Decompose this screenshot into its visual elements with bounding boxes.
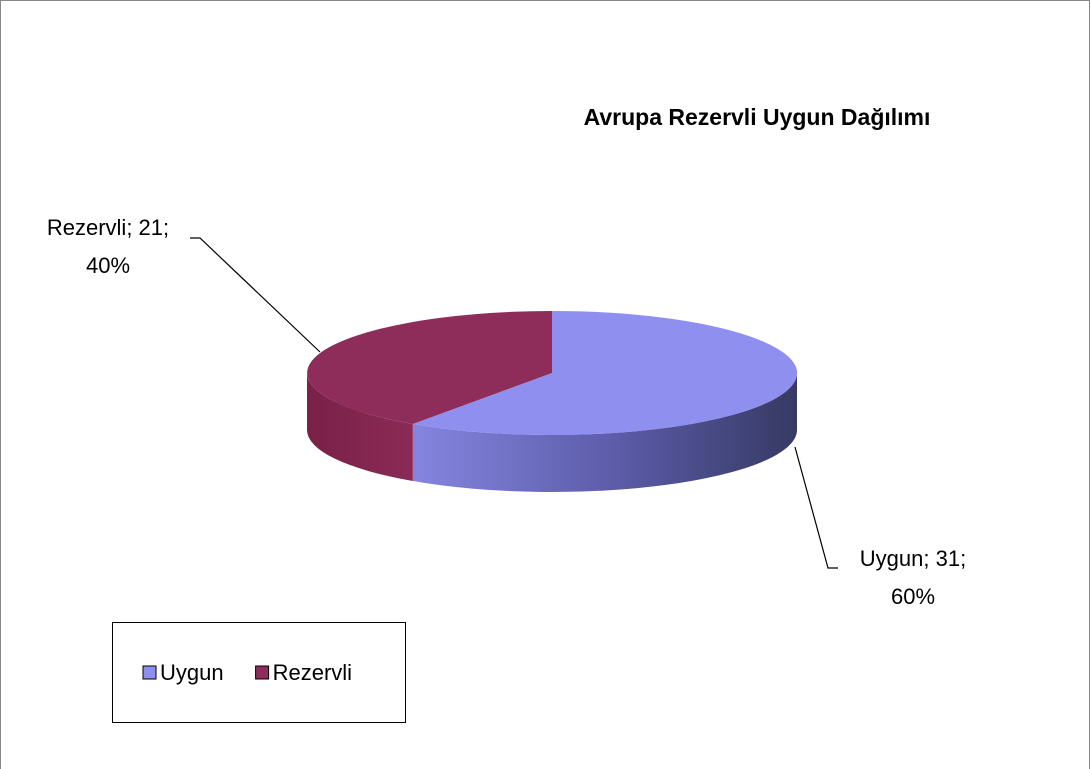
leader-line: [794, 446, 838, 569]
data-label-percent: 60%: [891, 584, 935, 609]
pie-slice: [307, 311, 552, 424]
legend-swatch: [255, 665, 270, 680]
data-label: Rezervli; 21;: [47, 215, 169, 240]
data-label-percent: 40%: [86, 253, 130, 278]
pie-slice-side: [307, 373, 413, 481]
pie-slice: [412, 310, 798, 435]
pie-slice-side: [412, 373, 797, 492]
leader-line: [190, 237, 321, 353]
legend-label: Uygun: [160, 660, 224, 685]
legend-label: Rezervli: [273, 660, 352, 685]
chart-title: Avrupa Rezervli Uygun Dağılımı: [584, 104, 931, 130]
legend-swatch: [142, 665, 157, 680]
data-label: Uygun; 31;: [860, 546, 966, 571]
